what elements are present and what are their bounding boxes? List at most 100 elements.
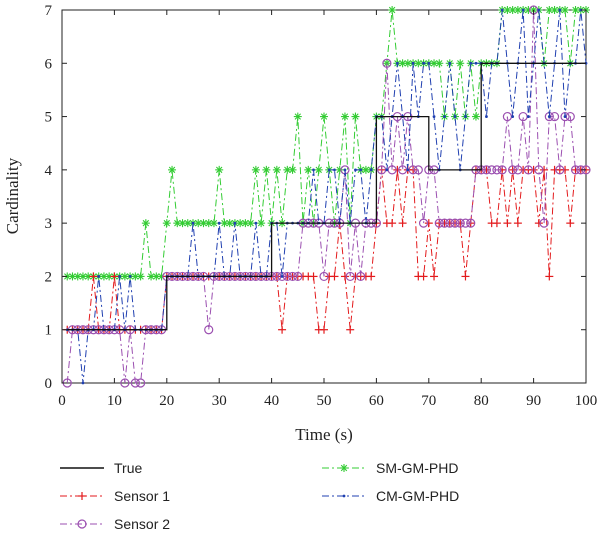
data-point [333,168,336,172]
x-tick-label: 70 [421,393,436,409]
x-tick-label: 60 [369,393,384,409]
data-point [418,218,429,228]
data-point [388,6,397,14]
data-point [162,219,171,228]
data-point [319,271,329,282]
data-point [141,219,150,228]
data-point [340,112,349,121]
data-point [563,115,567,118]
data-point [561,165,570,174]
data-point [439,218,450,228]
data-point [183,219,192,228]
data-point [450,218,460,228]
y-tick-label: 1 [45,323,53,339]
data-point [81,381,85,385]
x-tick-label: 20 [159,393,174,409]
data-point [558,8,562,12]
x-tick-label: 40 [264,393,279,409]
legend-item: CM-GM-PHD [322,488,459,504]
y-tick-label: 7 [45,3,53,19]
data-point [314,165,323,174]
data-point [385,168,389,172]
data-point [118,275,122,278]
data-point [445,218,455,228]
data-point [130,378,140,388]
x-tick-label: 0 [58,393,66,409]
data-point [220,219,229,228]
data-point [257,219,266,228]
data-point [110,272,119,281]
data-point [382,58,392,68]
data-point [78,272,87,281]
legend-item: True [60,460,142,476]
data-point [485,115,488,118]
data-point [217,221,221,225]
legend-label: Sensor 2 [114,516,170,532]
data-point [178,219,187,228]
data-point [398,59,407,68]
data-point [534,219,543,228]
data-point [523,165,533,175]
data-point [304,165,313,174]
data-point [327,168,331,172]
data-point [460,218,471,228]
data-point [492,165,502,175]
series-line [67,9,586,277]
data-point [393,165,402,174]
data-point [497,165,507,175]
data-point [406,168,410,172]
data-point [432,115,436,118]
data-point [500,8,504,12]
data-point [427,61,431,65]
data-point [262,165,271,174]
data-point [545,272,554,281]
y-tick-label: 0 [45,376,53,392]
data-point [330,272,339,281]
data-point [320,112,328,121]
data-point [369,168,373,172]
data-point [346,325,355,334]
data-point [278,325,287,334]
series-sm-gm-phd [63,6,590,281]
data-point [513,219,522,228]
data-point [280,275,284,278]
y-tick-label: 2 [45,269,53,285]
data-point [120,378,130,388]
data-point [422,61,425,65]
data-point [272,165,281,174]
data-point [555,165,565,175]
data-point [539,218,549,228]
data-point [571,6,580,14]
data-point [225,219,234,228]
data-point [471,112,480,121]
data-point [540,165,549,174]
data-point [191,221,195,225]
data-point [469,61,473,65]
data-point [97,275,101,278]
data-point [448,61,452,65]
data-point [293,112,302,121]
series-line [66,9,586,384]
data-point [251,165,260,174]
legend-item: Sensor 1 [60,488,170,504]
data-point [120,272,129,281]
data-point [526,115,530,118]
y-tick-label: 6 [45,56,53,72]
data-point [419,272,428,281]
legend-label: True [114,460,142,476]
data-point [136,272,145,281]
data-point [168,165,177,174]
data-point [435,59,444,68]
x-tick-label: 50 [317,393,332,409]
data-point [461,272,470,281]
data-point [351,112,360,121]
data-point [464,115,467,118]
data-point [547,115,551,118]
data-point [241,219,250,228]
y-tick-label: 4 [45,163,53,179]
data-point [424,219,433,228]
series-line [67,62,586,331]
x-tick-label: 90 [526,393,541,409]
data-point [492,219,501,228]
